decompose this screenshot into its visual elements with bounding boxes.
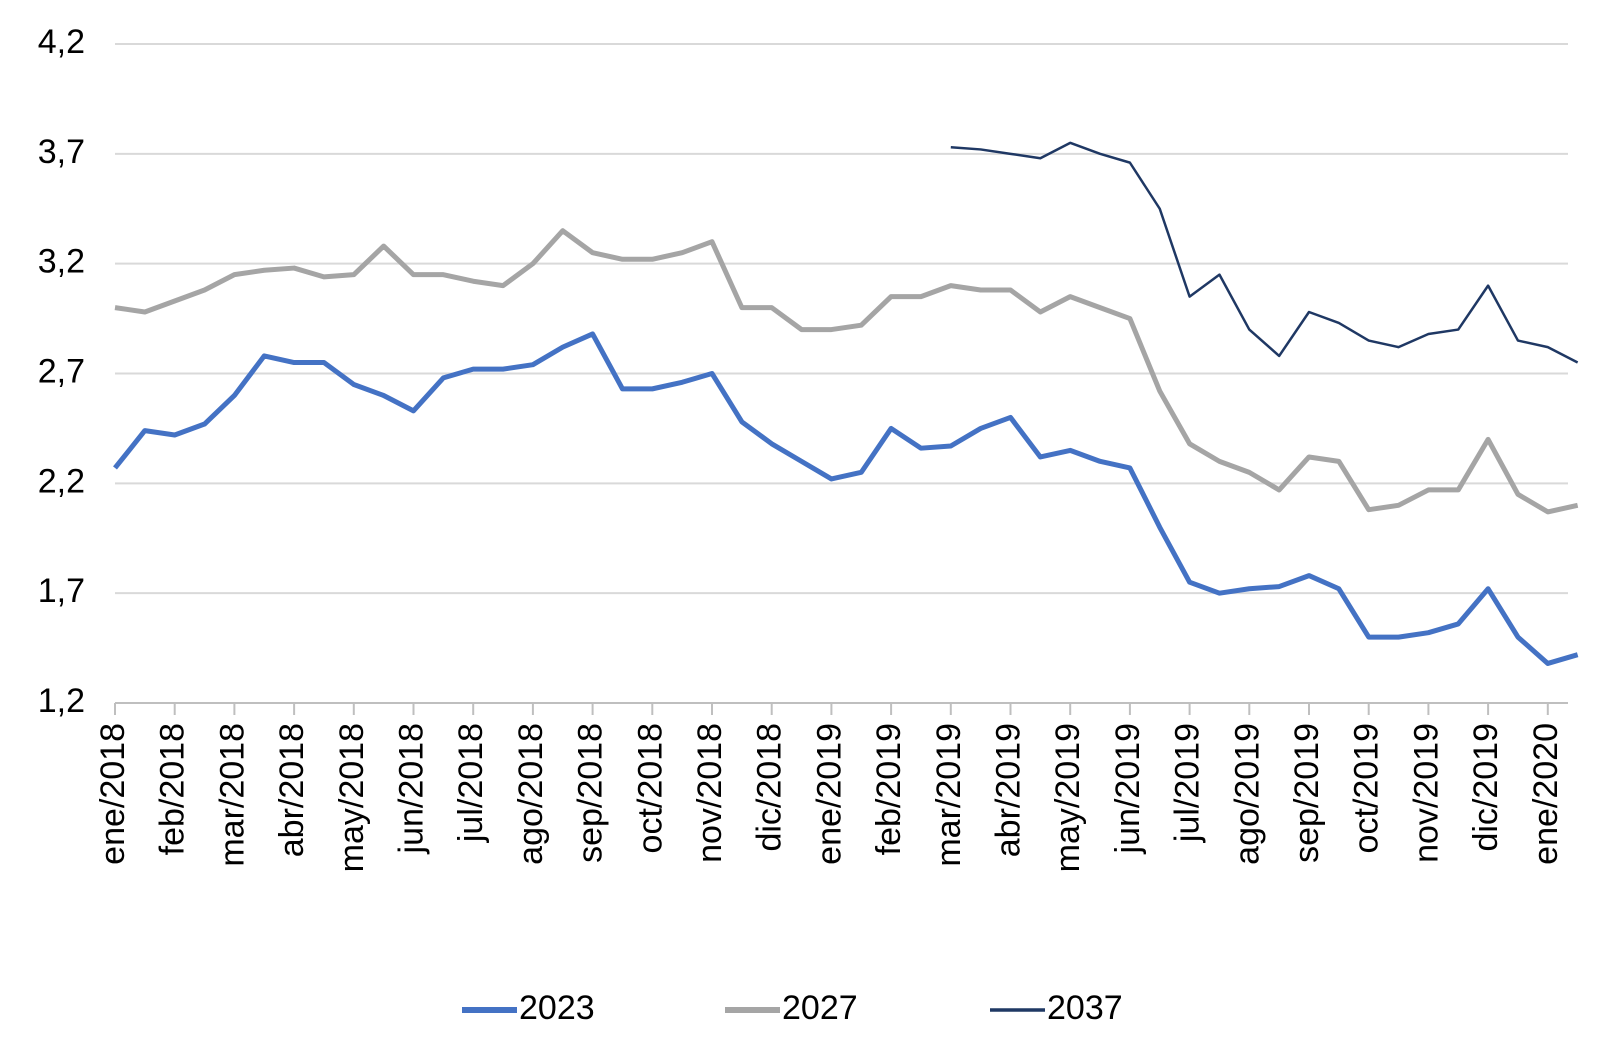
x-tick-label: ene/2019: [810, 723, 848, 865]
x-tick-label: ago/2018: [512, 723, 550, 865]
legend-label: 2037: [1047, 989, 1123, 1027]
x-tick-label: jun/2018: [392, 723, 430, 854]
legend-label: 2027: [782, 989, 858, 1027]
y-tick-label: 1,7: [38, 572, 85, 610]
x-tick-label: jul/2018: [452, 723, 490, 843]
x-tick-label: dic/2018: [751, 723, 789, 852]
y-tick-label: 2,2: [38, 462, 85, 500]
series-line: [114, 228, 1579, 515]
x-tick-label: ene/2020: [1527, 723, 1565, 865]
x-tick-label: mar/2018: [213, 723, 251, 867]
legend-label: 2023: [519, 989, 595, 1027]
x-tick-label: nov/2018: [691, 723, 729, 863]
x-tick-label: ene/2018: [94, 723, 132, 865]
y-tick-label: 1,2: [38, 682, 85, 720]
x-tick-label: mar/2019: [930, 723, 968, 867]
x-tick-label: jul/2019: [1169, 723, 1207, 843]
y-tick-label: 4,2: [38, 23, 85, 61]
x-tick-label: oct/2018: [631, 723, 669, 853]
x-tick-label: may/2018: [333, 723, 371, 872]
x-tick-label: oct/2019: [1348, 723, 1386, 853]
x-tick-label: abr/2019: [989, 723, 1027, 857]
x-tick-label: dic/2019: [1467, 723, 1505, 852]
x-tick-label: abr/2018: [273, 723, 311, 857]
y-tick-label: 3,7: [38, 133, 85, 171]
series-line: [950, 141, 1579, 364]
y-tick-label: 2,7: [38, 352, 85, 390]
x-tick-label: may/2019: [1049, 723, 1087, 872]
x-tick-label: sep/2019: [1288, 723, 1326, 863]
x-tick-label: ago/2019: [1228, 723, 1266, 865]
y-tick-label: 3,2: [38, 243, 85, 281]
x-tick-label: sep/2018: [572, 723, 610, 863]
x-tick-label: nov/2019: [1407, 723, 1445, 863]
series-line: [113, 331, 1579, 666]
x-tick-label: feb/2018: [154, 723, 192, 855]
x-tick-label: jun/2019: [1109, 723, 1147, 854]
x-tick-label: feb/2019: [870, 723, 908, 855]
